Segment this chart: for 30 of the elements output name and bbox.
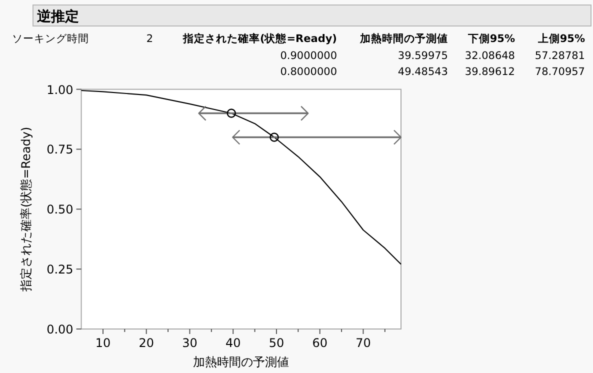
- y-tick-label: 0.50: [46, 202, 74, 217]
- text: 下側95%: [466, 32, 516, 45]
- text: 57.28781: [534, 50, 585, 62]
- text: 39.89612: [464, 66, 515, 78]
- text: 39.59975: [398, 50, 448, 62]
- text: ソーキング時間: [12, 32, 89, 45]
- x-tick-label: 70: [356, 336, 371, 350]
- x-tick-label: 20: [138, 336, 154, 350]
- x-tick-label: 10: [95, 336, 111, 350]
- y-tick-label: 0.25: [46, 262, 74, 277]
- y-tick-label: 0.75: [46, 142, 74, 157]
- text: 32.08648: [464, 50, 515, 62]
- y-tick-label: 1.00: [46, 82, 74, 97]
- text: 2: [146, 33, 153, 45]
- text: 78.70957: [534, 66, 585, 78]
- text: 0.8000000: [280, 66, 337, 78]
- chart-title: 逆推定: [36, 8, 79, 25]
- x-tick-label: 30: [182, 336, 198, 350]
- y-tick-label: 0.00: [46, 322, 74, 336]
- line-series: [80, 90, 402, 265]
- y-axis-title: 指定された確率(状態=Ready): [19, 126, 33, 292]
- x-tick-label: 60: [312, 336, 328, 350]
- text: 加熱時間の予測値: [359, 32, 448, 45]
- text: 指定された確率(状態=Ready): [182, 32, 337, 45]
- x-axis-title: 加熱時間の予測値: [193, 355, 290, 369]
- text: 0.9000000: [280, 50, 337, 62]
- x-tick-label: 50: [268, 336, 284, 350]
- text: 49.48543: [398, 66, 448, 78]
- x-tick-label: 40: [225, 336, 241, 350]
- text: 上側95%: [536, 32, 586, 45]
